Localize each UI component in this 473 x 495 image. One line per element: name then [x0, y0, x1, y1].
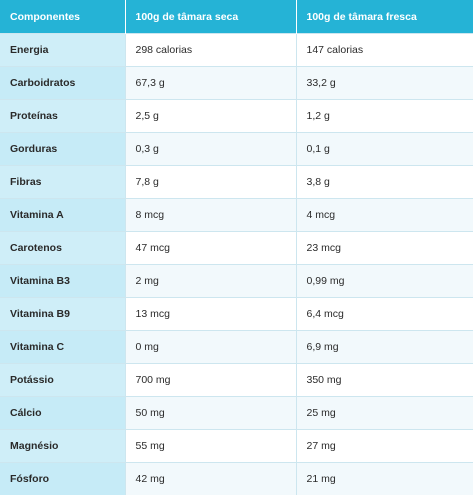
row-label: Magnésio — [0, 430, 125, 463]
value-dry: 0,3 g — [125, 133, 296, 166]
value-dry: 298 calorias — [125, 34, 296, 67]
column-header-componentes: Componentes — [0, 0, 125, 34]
value-dry: 67,3 g — [125, 67, 296, 100]
value-fresh: 33,2 g — [296, 67, 473, 100]
column-header-tamara-fresca: 100g de tâmara fresca — [296, 0, 473, 34]
value-dry: 42 mg — [125, 463, 296, 495]
table-row: Potássio 700 mg 350 mg — [0, 364, 473, 397]
table-row: Vitamina B9 13 mcg 6,4 mcg — [0, 298, 473, 331]
table-row: Carotenos 47 mcg 23 mcg — [0, 232, 473, 265]
value-fresh: 1,2 g — [296, 100, 473, 133]
value-fresh: 3,8 g — [296, 166, 473, 199]
value-fresh: 27 mg — [296, 430, 473, 463]
value-dry: 7,8 g — [125, 166, 296, 199]
table-row: Fibras 7,8 g 3,8 g — [0, 166, 473, 199]
value-dry: 700 mg — [125, 364, 296, 397]
table-row: Magnésio 55 mg 27 mg — [0, 430, 473, 463]
value-fresh: 23 mcg — [296, 232, 473, 265]
row-label: Potássio — [0, 364, 125, 397]
value-fresh: 147 calorias — [296, 34, 473, 67]
value-dry: 47 mcg — [125, 232, 296, 265]
row-label: Proteínas — [0, 100, 125, 133]
table-row: Vitamina B3 2 mg 0,99 mg — [0, 265, 473, 298]
value-fresh: 25 mg — [296, 397, 473, 430]
value-fresh: 4 mcg — [296, 199, 473, 232]
value-dry: 2 mg — [125, 265, 296, 298]
row-label: Carboidratos — [0, 67, 125, 100]
value-fresh: 6,9 mg — [296, 331, 473, 364]
table-row: Gorduras 0,3 g 0,1 g — [0, 133, 473, 166]
row-label: Vitamina A — [0, 199, 125, 232]
row-label: Gorduras — [0, 133, 125, 166]
row-label: Vitamina B3 — [0, 265, 125, 298]
value-fresh: 6,4 mcg — [296, 298, 473, 331]
row-label: Vitamina B9 — [0, 298, 125, 331]
table-body: Energia 298 calorias 147 calorias Carboi… — [0, 34, 473, 495]
table-header: Componentes 100g de tâmara seca 100g de … — [0, 0, 473, 34]
row-label: Fósforo — [0, 463, 125, 495]
row-label: Cálcio — [0, 397, 125, 430]
value-dry: 0 mg — [125, 331, 296, 364]
value-dry: 13 mcg — [125, 298, 296, 331]
row-label: Fibras — [0, 166, 125, 199]
value-dry: 8 mcg — [125, 199, 296, 232]
table-row: Vitamina C 0 mg 6,9 mg — [0, 331, 473, 364]
value-fresh: 0,1 g — [296, 133, 473, 166]
value-fresh: 350 mg — [296, 364, 473, 397]
value-fresh: 21 mg — [296, 463, 473, 495]
value-dry: 2,5 g — [125, 100, 296, 133]
column-header-tamara-seca: 100g de tâmara seca — [125, 0, 296, 34]
table-row: Proteínas 2,5 g 1,2 g — [0, 100, 473, 133]
value-dry: 50 mg — [125, 397, 296, 430]
row-label: Energia — [0, 34, 125, 67]
header-row: Componentes 100g de tâmara seca 100g de … — [0, 0, 473, 34]
table-row: Fósforo 42 mg 21 mg — [0, 463, 473, 495]
row-label: Vitamina C — [0, 331, 125, 364]
row-label: Carotenos — [0, 232, 125, 265]
table-row: Energia 298 calorias 147 calorias — [0, 34, 473, 67]
value-fresh: 0,99 mg — [296, 265, 473, 298]
table-row: Vitamina A 8 mcg 4 mcg — [0, 199, 473, 232]
value-dry: 55 mg — [125, 430, 296, 463]
table-row: Carboidratos 67,3 g 33,2 g — [0, 67, 473, 100]
table-row: Cálcio 50 mg 25 mg — [0, 397, 473, 430]
